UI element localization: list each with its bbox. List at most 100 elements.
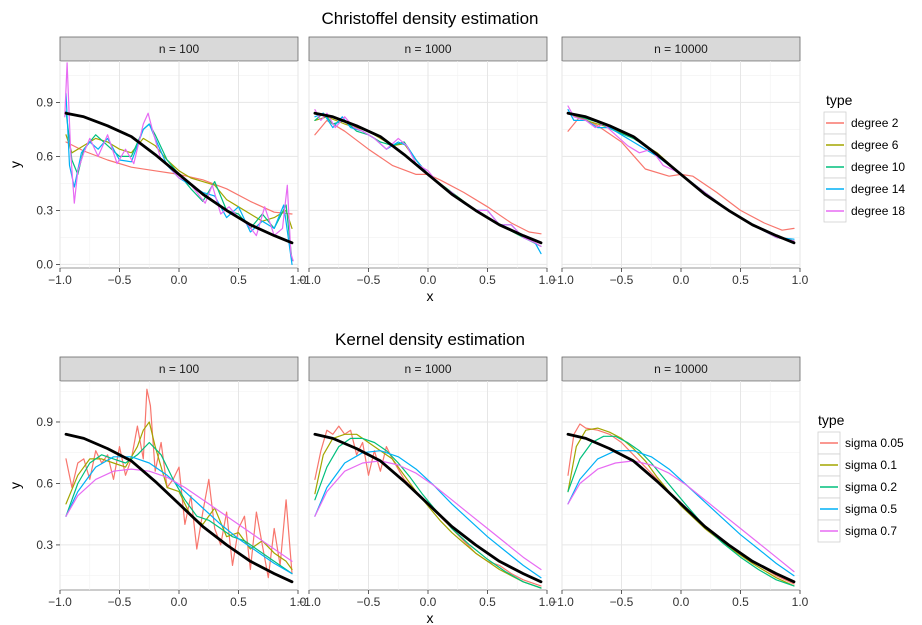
series-line	[314, 433, 542, 589]
x-tick-label: −0.5	[610, 595, 634, 609]
y-axis-title: y	[7, 482, 23, 489]
y-tick-label: 0.6	[36, 149, 53, 163]
chart-kernel: Kernel density estimation n = 100 −1.0 −0.5…	[7, 330, 904, 625]
x-tick-label: 0.5	[732, 595, 749, 609]
facet-strip-label: n = 1000	[404, 42, 451, 56]
y-tick-label: 0.3	[36, 538, 53, 552]
facet-strip	[59, 36, 299, 62]
series-group	[566, 423, 796, 587]
series-line	[314, 450, 542, 579]
legend-title: type	[818, 412, 845, 428]
series-group	[313, 425, 543, 589]
x-tick-label: 0.0	[420, 273, 437, 287]
series-line	[567, 460, 795, 573]
facet-strip-label: n = 100	[159, 42, 200, 56]
x-tick-label: 1.0	[539, 273, 556, 287]
x-tick-label: −0.5	[108, 595, 132, 609]
facet-strip	[308, 356, 548, 382]
legend-label: sigma 0.5	[845, 502, 897, 516]
x-tick-label: −0.5	[610, 273, 634, 287]
series-line	[567, 450, 795, 577]
series-line	[65, 421, 293, 571]
facet-strip-label: n = 100	[159, 362, 200, 376]
series-group	[313, 108, 543, 255]
legend-label: degree 18	[851, 204, 905, 218]
facet-panel: n = 10000 −1.0 −0.5 0.0 0.5 1.0	[550, 356, 809, 609]
y-tick-label: 0.6	[36, 476, 53, 490]
series-line-reference	[566, 111, 796, 245]
series-line-reference	[313, 432, 543, 584]
y-axis-title: y	[7, 161, 23, 168]
facet-strip	[308, 36, 548, 62]
x-axis-title: x	[427, 288, 434, 304]
series-line	[314, 460, 542, 571]
facet-panel: n = 10000 −1.0 −0.5 0.0 0.5 1.0	[550, 36, 809, 287]
x-tick-label: 0.5	[230, 273, 247, 287]
x-tick-label: −1.0	[48, 595, 72, 609]
x-tick-label: 0.5	[479, 273, 496, 287]
series-group	[64, 62, 294, 265]
facet-panel: n = 100 −1.0 −0.5 0.0 0.5 1.0 0.0 0.3 0.6 0.9	[36, 36, 307, 287]
x-tick-label: 0.5	[732, 273, 749, 287]
series-line	[65, 388, 293, 579]
facet-strip	[561, 36, 801, 62]
series-line-reference	[64, 432, 294, 584]
x-tick-label: 1.0	[290, 595, 307, 609]
x-axis-title: x	[427, 610, 434, 625]
x-tick-label: 0.5	[230, 595, 247, 609]
series-line	[65, 456, 293, 575]
x-tick-label: 1.0	[539, 595, 556, 609]
x-tick-label: −1.0	[550, 273, 574, 287]
legend-label: degree 6	[851, 138, 899, 152]
y-tick-label: 0.9	[36, 415, 53, 429]
series-line-reference	[64, 111, 294, 245]
legend-label: degree 14	[851, 182, 905, 196]
series-line-reference	[566, 432, 796, 584]
x-tick-label: 1.0	[290, 273, 307, 287]
x-tick-label: 1.0	[792, 595, 809, 609]
legend-label: sigma 0.2	[845, 480, 897, 494]
y-tick-label: 0.0	[36, 257, 53, 271]
x-tick-label: −1.0	[297, 273, 321, 287]
x-tick-label: −0.5	[357, 595, 381, 609]
x-tick-label: −0.5	[357, 273, 381, 287]
legend-label: degree 2	[851, 116, 899, 130]
x-tick-label: −1.0	[550, 595, 574, 609]
chart-title: Kernel density estimation	[335, 330, 525, 349]
legend-title: type	[826, 92, 853, 108]
series-group	[566, 105, 796, 245]
legend-label: sigma 0.05	[845, 436, 904, 450]
x-tick-label: 0.0	[673, 595, 690, 609]
y-tick-label: 0.3	[36, 203, 53, 217]
chart-title: Christoffel density estimation	[321, 9, 538, 28]
x-tick-label: 0.0	[420, 595, 437, 609]
series-group	[64, 388, 294, 584]
facet-panel: n = 1000 −1.0 −0.5 0.0 0.5 1.0	[297, 36, 556, 287]
facet-strip	[561, 356, 801, 382]
x-tick-label: −1.0	[297, 595, 321, 609]
facet-strip	[59, 356, 299, 382]
facet-strip-label: n = 10000	[654, 42, 708, 56]
series-line	[65, 110, 293, 262]
legend-label: sigma 0.1	[845, 458, 897, 472]
x-tick-label: 0.0	[673, 273, 690, 287]
facet-panel: n = 100 −1.0 −0.5 0.0 0.5 1.0 0.3 0.6 0.9	[36, 356, 307, 609]
x-tick-label: 0.0	[171, 273, 188, 287]
x-tick-label: −0.5	[108, 273, 132, 287]
legend: type degree 2 degree 6 degree 10 degree 14 de…	[823, 92, 905, 223]
facet-strip-label: n = 10000	[654, 362, 708, 376]
facet-strip-label: n = 1000	[404, 362, 451, 376]
series-line	[567, 427, 795, 587]
x-tick-label: 1.0	[792, 273, 809, 287]
x-tick-label: 0.5	[479, 595, 496, 609]
series-line-reference	[313, 111, 543, 245]
series-line	[567, 435, 795, 587]
x-tick-label: 0.0	[171, 595, 188, 609]
series-line	[314, 437, 542, 589]
legend-label: degree 10	[851, 160, 905, 174]
series-line	[65, 468, 293, 562]
series-line	[65, 441, 293, 575]
chart-christoffel: Christoffel density estimation n = 100 −1.…	[7, 9, 905, 304]
